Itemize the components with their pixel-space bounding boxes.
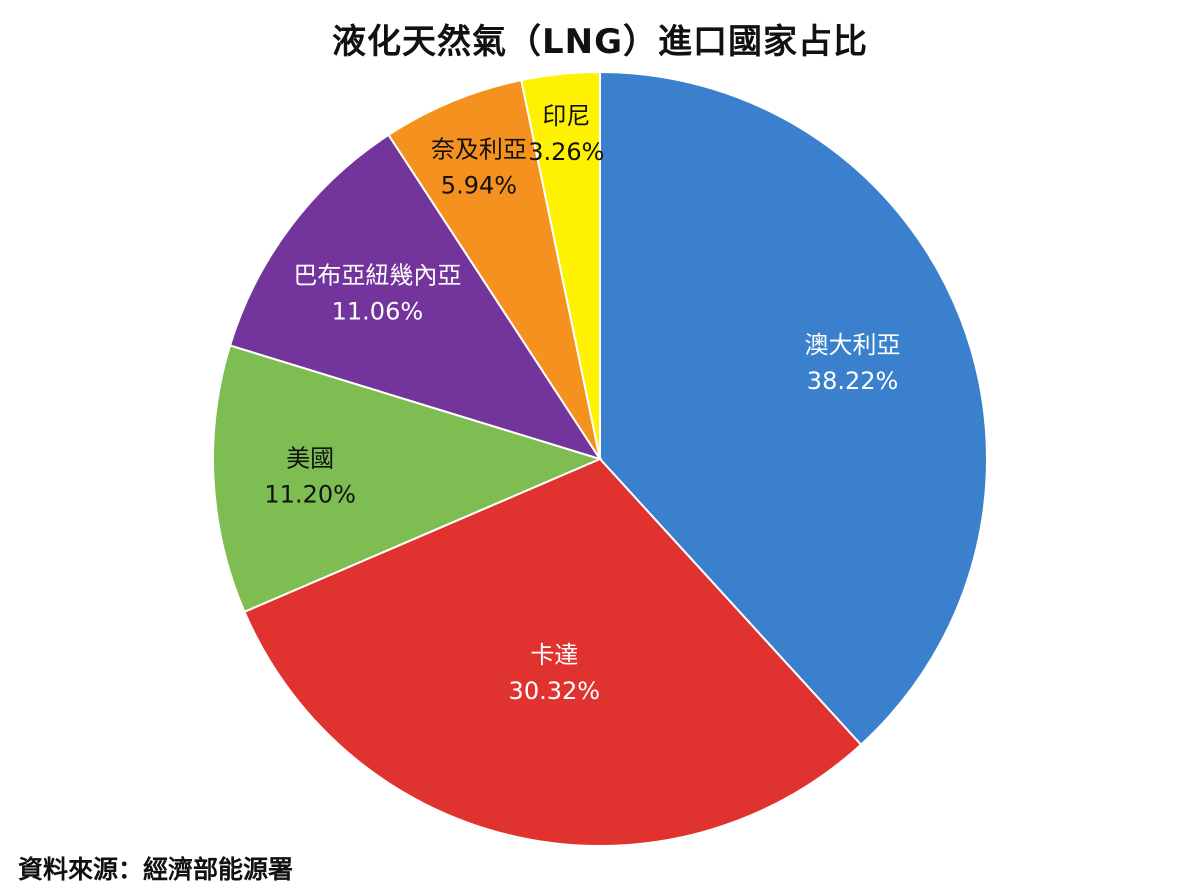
pie-slice-4 [387,78,601,460]
slice-value-label: 11.06% [332,297,424,325]
slice-label: 美國 [286,445,334,473]
pie-slice-3 [228,133,603,461]
slice-label: 印尼 [542,102,590,130]
slice-value-label: 30.32% [509,677,601,705]
pie-slice-0 [599,70,988,747]
pie-slice-2 [212,344,603,614]
slice-label: 澳大利亞 [805,331,901,359]
pie-slice-5 [520,70,601,460]
slice-value-label: 38.22% [807,367,899,395]
slice-label: 奈及利亞 [431,136,527,164]
pie-slice-1 [243,457,863,847]
slice-label: 巴布亞紐幾內亞 [293,261,461,289]
slice-value-label: 5.94% [441,172,517,200]
chart-title: 液化天然氣（LNG）進口國家占比 [331,22,869,62]
slice-label: 卡達 [530,641,578,669]
slice-value-label: 3.26% [528,138,604,166]
source-note: 資料來源：經濟部能源署 [18,855,294,884]
slice-value-label: 11.20% [264,481,356,509]
